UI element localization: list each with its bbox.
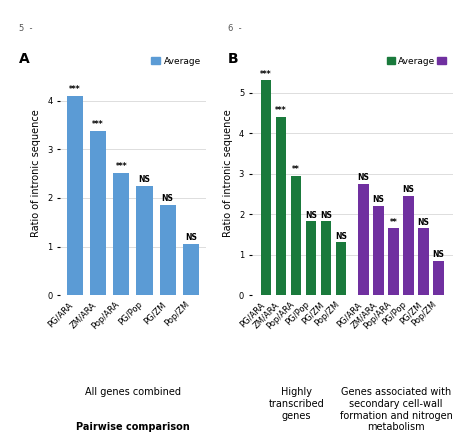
Bar — [433, 261, 444, 295]
Text: 5  -: 5 - — [19, 23, 33, 33]
Text: ***: *** — [92, 120, 104, 129]
Bar — [321, 221, 331, 295]
Bar — [136, 186, 152, 295]
Text: All genes combined: All genes combined — [85, 388, 181, 398]
Bar — [388, 228, 399, 295]
Text: Genes associated with
secondary cell-wall
formation and nitrogen
metabolism: Genes associated with secondary cell-wal… — [340, 388, 453, 432]
Text: ***: *** — [116, 162, 127, 171]
Bar — [291, 176, 301, 295]
Text: Pairwise comparison: Pairwise comparison — [76, 421, 190, 431]
Y-axis label: Ratio of intronic sequence: Ratio of intronic sequence — [223, 110, 233, 237]
Text: ***: *** — [69, 85, 80, 94]
Text: B: B — [228, 52, 238, 66]
Text: ***: *** — [275, 106, 287, 115]
Text: NS: NS — [418, 218, 429, 227]
Text: ***: *** — [261, 70, 272, 79]
Bar — [373, 206, 384, 295]
Legend: Average, : Average, — [387, 56, 448, 66]
Bar — [183, 244, 199, 295]
Text: NS: NS — [432, 250, 444, 259]
Bar — [261, 80, 271, 295]
Bar — [67, 96, 83, 295]
Text: NS: NS — [139, 175, 150, 184]
Text: NS: NS — [358, 173, 370, 182]
Bar — [403, 196, 413, 295]
Text: NS: NS — [320, 211, 332, 220]
Bar — [306, 221, 316, 295]
Y-axis label: Ratio of intronic sequence: Ratio of intronic sequence — [31, 110, 42, 237]
Bar — [113, 173, 129, 295]
Bar — [418, 228, 429, 295]
Text: **: ** — [389, 218, 397, 227]
Text: NS: NS — [305, 211, 317, 220]
Text: NS: NS — [162, 194, 174, 203]
Bar — [276, 117, 286, 295]
Text: NS: NS — [335, 232, 347, 241]
Text: Highly
transcribed
genes: Highly transcribed genes — [268, 388, 324, 421]
Legend: Average: Average — [151, 56, 201, 66]
Text: NS: NS — [402, 185, 414, 194]
Text: NS: NS — [185, 233, 197, 242]
Bar — [336, 243, 346, 295]
Text: A: A — [19, 52, 30, 66]
Bar — [358, 184, 369, 295]
Text: **: ** — [292, 165, 300, 174]
Bar — [90, 131, 106, 295]
Bar — [159, 205, 176, 295]
Text: 6  -: 6 - — [228, 23, 241, 33]
Text: NS: NS — [372, 195, 384, 204]
